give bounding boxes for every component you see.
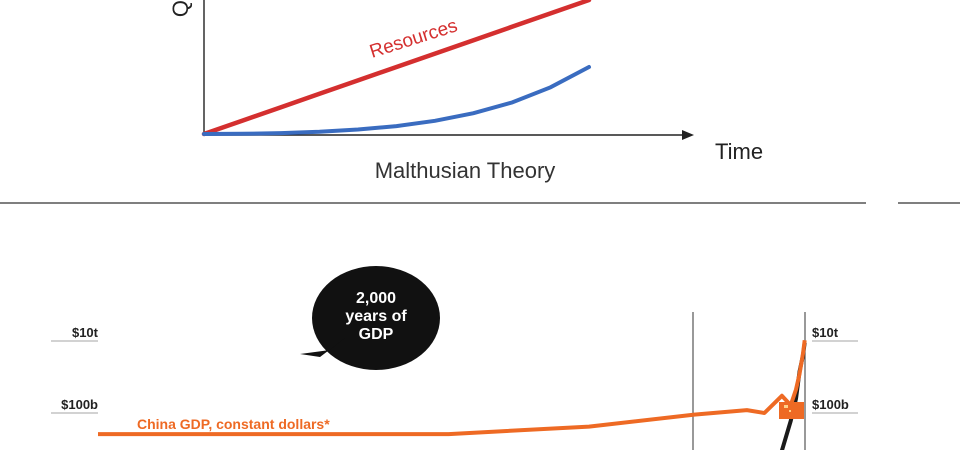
series-line-china-gdp [98,339,807,437]
gdp-callout-bubble: 2,000 years of GDP [300,266,440,370]
china-flag-icon [779,402,804,419]
x-axis-arrow [682,130,694,140]
callout-line: years of [345,308,407,325]
y-ticks-right: $10t $100b [812,325,858,414]
y-ticks-left: $10t $100b [51,325,99,414]
x-axis-label: Time [715,139,763,164]
y-axis-label: Q [168,0,193,17]
ytick-label: $10t [72,325,99,340]
ytick-label: $100b [61,397,98,412]
series-line-population [202,65,591,136]
series-line-resources [201,0,592,137]
chart-title-malthusian: Malthusian Theory [375,158,556,183]
callout-line: GDP [359,326,394,343]
ytick-label: $100b [812,397,849,412]
ytick-label: $10t [812,325,839,340]
malthus-chart: Q Resources Time Malthusian Theory [168,0,763,183]
series-label-resources: Resources [367,15,460,62]
callout-line: 2,000 [356,290,396,307]
china-gdp-chart: $10t $100b $10t $100b 2,000 years of GDP [51,266,858,450]
series-label-china-gdp: China GDP, constant dollars* [137,416,330,432]
